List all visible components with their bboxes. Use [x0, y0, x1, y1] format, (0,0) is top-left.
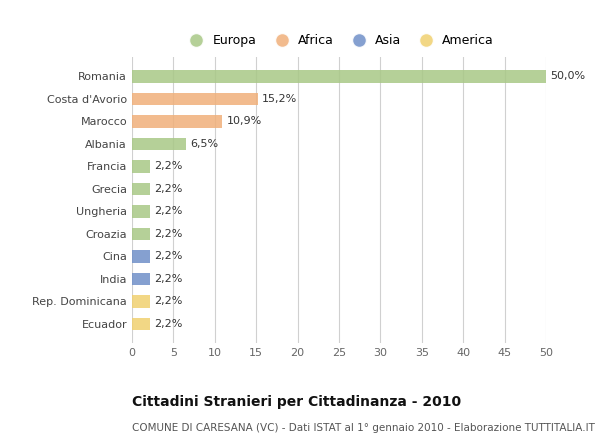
- Text: 2,2%: 2,2%: [154, 319, 183, 329]
- Bar: [132, 138, 186, 150]
- Bar: [132, 160, 150, 172]
- Bar: [132, 295, 150, 308]
- Bar: [132, 70, 546, 83]
- Bar: [132, 250, 150, 263]
- Text: Cittadini Stranieri per Cittadinanza - 2010: Cittadini Stranieri per Cittadinanza - 2…: [132, 395, 461, 409]
- Text: 2,2%: 2,2%: [154, 297, 183, 307]
- Text: 15,2%: 15,2%: [262, 94, 297, 104]
- Text: 2,2%: 2,2%: [154, 274, 183, 284]
- Bar: [132, 318, 150, 330]
- Text: 2,2%: 2,2%: [154, 184, 183, 194]
- Text: 10,9%: 10,9%: [226, 117, 262, 126]
- Bar: [132, 228, 150, 240]
- Text: 2,2%: 2,2%: [154, 161, 183, 172]
- Text: COMUNE DI CARESANA (VC) - Dati ISTAT al 1° gennaio 2010 - Elaborazione TUTTITALI: COMUNE DI CARESANA (VC) - Dati ISTAT al …: [132, 423, 595, 433]
- Legend: Europa, Africa, Asia, America: Europa, Africa, Asia, America: [179, 29, 499, 52]
- Text: 2,2%: 2,2%: [154, 252, 183, 261]
- Text: 6,5%: 6,5%: [190, 139, 218, 149]
- Bar: [132, 273, 150, 285]
- Text: 2,2%: 2,2%: [154, 229, 183, 239]
- Bar: [132, 183, 150, 195]
- Bar: [132, 115, 222, 128]
- Text: 50,0%: 50,0%: [550, 71, 585, 81]
- Bar: [132, 205, 150, 218]
- Bar: [132, 93, 258, 105]
- Text: 2,2%: 2,2%: [154, 206, 183, 216]
